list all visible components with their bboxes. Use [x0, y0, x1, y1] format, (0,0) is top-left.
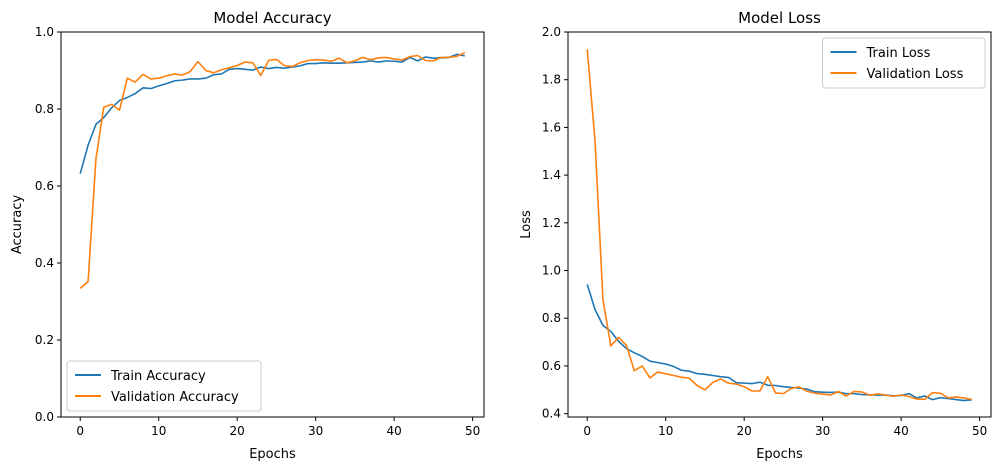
y-tick-label: 0.0: [35, 410, 54, 424]
tick-layer: 0 10 20 30 40 50 0.4 0.6 0.8 1.0 1.2 1.4 1.6 1.8 2.0: [542, 25, 987, 438]
x-axis-label: Epochs: [249, 447, 296, 462]
x-tick-label: 20: [737, 424, 752, 438]
y-tick-label: 1.8: [542, 73, 561, 87]
y-tick-label: 0.6: [35, 179, 54, 193]
y-tick-label: 0.8: [35, 102, 54, 116]
y-tick-label: 1.6: [542, 120, 561, 134]
x-tick-label: 50: [465, 424, 480, 438]
series-line-train: [79, 53, 465, 174]
legend-label: Train Accuracy: [110, 369, 206, 384]
y-axis-label: Accuracy: [10, 195, 25, 255]
y-tick-label: 0.8: [542, 311, 561, 325]
legend-box: [822, 37, 986, 89]
y-tick-label: 1.0: [542, 264, 561, 278]
series-line-train: [586, 284, 972, 402]
x-axis-label: Epochs: [756, 447, 803, 462]
y-tick-label: 2.0: [542, 25, 561, 39]
x-tick-label: 30: [308, 424, 323, 438]
tick-layer: 0 10 20 30 40 50 0.0 0.2 0.4 0.6 0.8 1.0: [35, 25, 480, 438]
series-layer: [79, 52, 466, 290]
legend: Train Loss Validation Loss: [822, 37, 986, 89]
legend: Train Accuracy Validation Accuracy: [66, 360, 262, 412]
y-axis-label: Loss: [519, 210, 534, 239]
series-layer: [586, 49, 972, 402]
series-line-validation: [79, 52, 466, 290]
legend-box: [66, 360, 262, 412]
legend-label: Validation Loss: [867, 67, 964, 82]
accuracy-chart: Model Accuracy Accuracy Epochs 0 10 20 30 40…: [10, 9, 485, 462]
chart-title: Model Accuracy: [213, 9, 331, 27]
plot-frame: [567, 31, 992, 418]
y-tick-label: 1.2: [542, 216, 561, 230]
x-tick-label: 20: [230, 424, 245, 438]
x-tick-label: 0: [583, 424, 591, 438]
legend-label: Validation Accuracy: [111, 390, 239, 405]
plot-frame: [60, 31, 485, 418]
loss-chart: Model Loss Loss Epochs 0 10 20 30 40 50 0.4 0.6…: [519, 9, 992, 462]
y-tick-label: 1.0: [35, 25, 54, 39]
x-tick-label: 10: [658, 424, 673, 438]
x-tick-label: 0: [76, 424, 84, 438]
x-tick-label: 40: [387, 424, 402, 438]
y-tick-label: 0.6: [542, 359, 561, 373]
y-tick-label: 0.4: [35, 256, 54, 270]
legend-label: Train Loss: [866, 46, 931, 61]
series-line-validation: [586, 49, 972, 401]
y-tick-label: 0.4: [542, 407, 561, 421]
y-tick-label: 1.4: [542, 168, 561, 182]
x-tick-label: 40: [894, 424, 909, 438]
y-tick-label: 0.2: [35, 333, 54, 347]
chart-title: Model Loss: [738, 9, 821, 27]
x-tick-label: 10: [151, 424, 166, 438]
x-tick-label: 50: [972, 424, 987, 438]
x-tick-label: 30: [815, 424, 830, 438]
